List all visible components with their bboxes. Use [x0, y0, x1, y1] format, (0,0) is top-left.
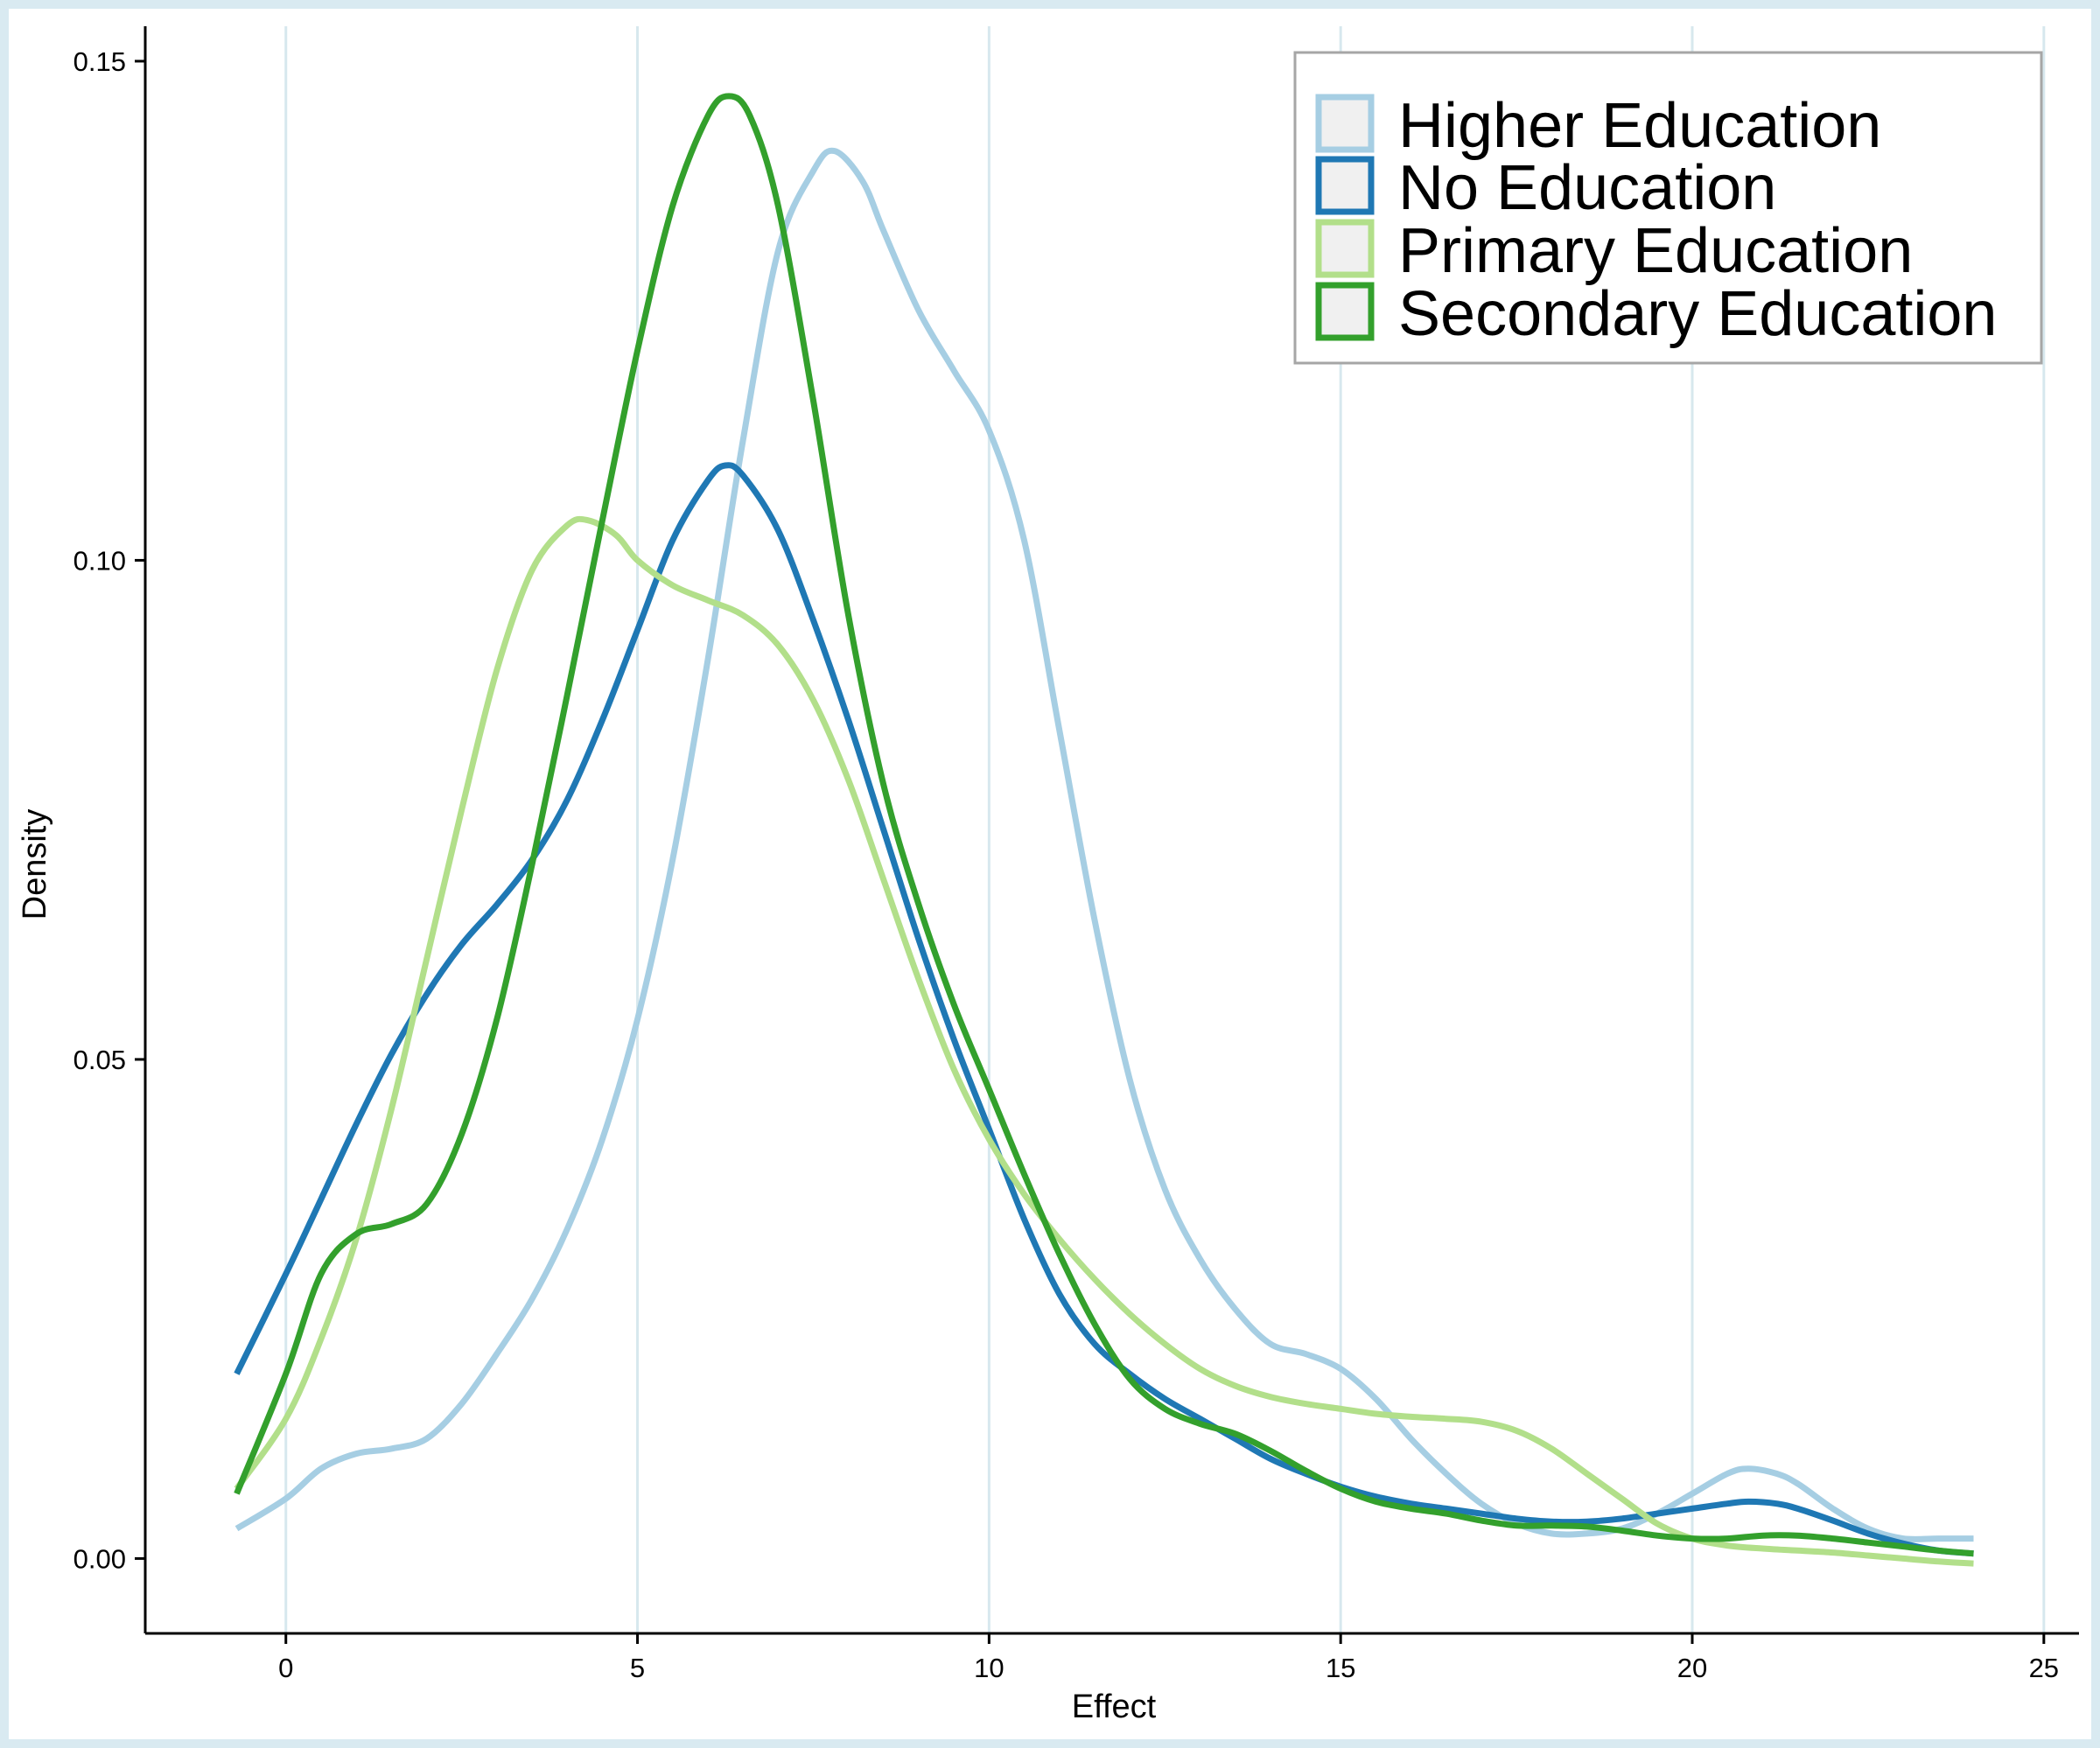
legend-label-secondary-education: Secondary Education	[1398, 279, 1997, 349]
legend-label-no-education: No Education	[1398, 153, 1776, 223]
y-tick-label: 0.10	[74, 545, 126, 576]
y-axis-ticks: 0.00 0.05 0.10 0.15	[74, 46, 145, 1574]
legend-swatch-higher-education	[1315, 94, 1375, 153]
x-tick-label: 15	[1326, 1653, 1355, 1683]
series-line-primary-education	[234, 515, 1974, 1567]
legend-swatch-secondary-education	[1315, 282, 1375, 341]
x-tick-label: 25	[2029, 1653, 2059, 1683]
series-lines	[234, 93, 1974, 1567]
y-tick-label: 0.00	[74, 1543, 126, 1574]
legend-swatch-primary-education	[1315, 219, 1375, 278]
x-tick-label: 0	[278, 1653, 293, 1683]
x-tick-label: 20	[1677, 1653, 1707, 1683]
legend-swatch-no-education	[1315, 156, 1375, 215]
series-line-secondary-education	[234, 93, 1974, 1557]
y-tick-label: 0.05	[74, 1045, 126, 1075]
legend-label-primary-education: Primary Education	[1398, 216, 1913, 286]
y-axis-title: Density	[17, 809, 53, 920]
x-axis-ticks: 0 5 10 15 20 25	[278, 1633, 2059, 1683]
legend-box	[1293, 51, 2043, 365]
x-tick-label: 5	[630, 1653, 645, 1683]
x-axis-title: Effect	[1072, 1689, 1157, 1725]
y-tick-label: 0.15	[74, 46, 126, 77]
axes	[144, 26, 2079, 1635]
legend-label-higher-education: Higher Education	[1398, 91, 1881, 161]
x-tick-label: 10	[974, 1653, 1004, 1683]
